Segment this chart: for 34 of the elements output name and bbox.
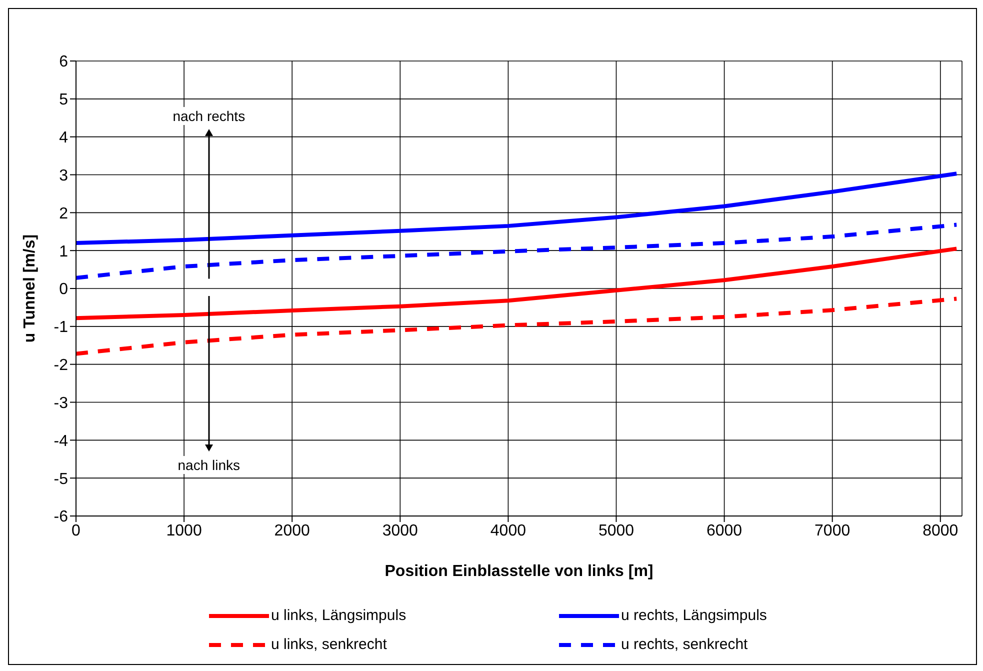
line-series [76,296,959,356]
line-series [76,172,959,245]
x-tick-label: 6000 [706,522,742,540]
x-axis-title: Position Einblasstelle von links [m] [384,563,654,580]
y-tick-label: -3 [54,394,68,412]
x-tick-label: 2000 [274,522,310,540]
annotation: nach links [164,456,254,474]
y-tick-label: -2 [54,357,68,374]
x-tick-label: 4000 [490,522,526,540]
y-tick-label: 5 [59,92,68,109]
y-tick-label: -5 [54,470,68,488]
y-tick-label: 2 [59,205,68,222]
y-tick-label: 6 [59,54,68,71]
line-series [76,246,959,320]
x-tick-label: 3000 [382,522,418,540]
y-tick-label: 0 [59,281,68,298]
legend-label: u links, senkrecht [271,636,387,653]
y-tick-label: -1 [54,319,68,336]
y-tick-label: -6 [54,508,68,526]
legend-label: u links, Längsimpuls [271,607,406,624]
y-tick-label: 1 [59,243,68,260]
y-axis-title: u Tunnel [m/s] [22,234,39,343]
annotation: nach rechts [164,106,254,125]
x-tick-label: 0 [72,522,81,540]
x-tick-label: 8000 [922,522,958,540]
y-tick-label: 3 [59,167,68,184]
x-tick-label: 1000 [166,522,202,540]
x-tick-label: 5000 [598,522,634,540]
legend-label: u rechts, senkrecht [621,636,748,653]
y-tick-label: -4 [54,432,68,450]
legend-label: u rechts, Längsimpuls [621,607,767,624]
x-tick-label: 7000 [814,522,850,540]
line-series [76,222,959,280]
y-tick-label: 4 [59,130,68,147]
